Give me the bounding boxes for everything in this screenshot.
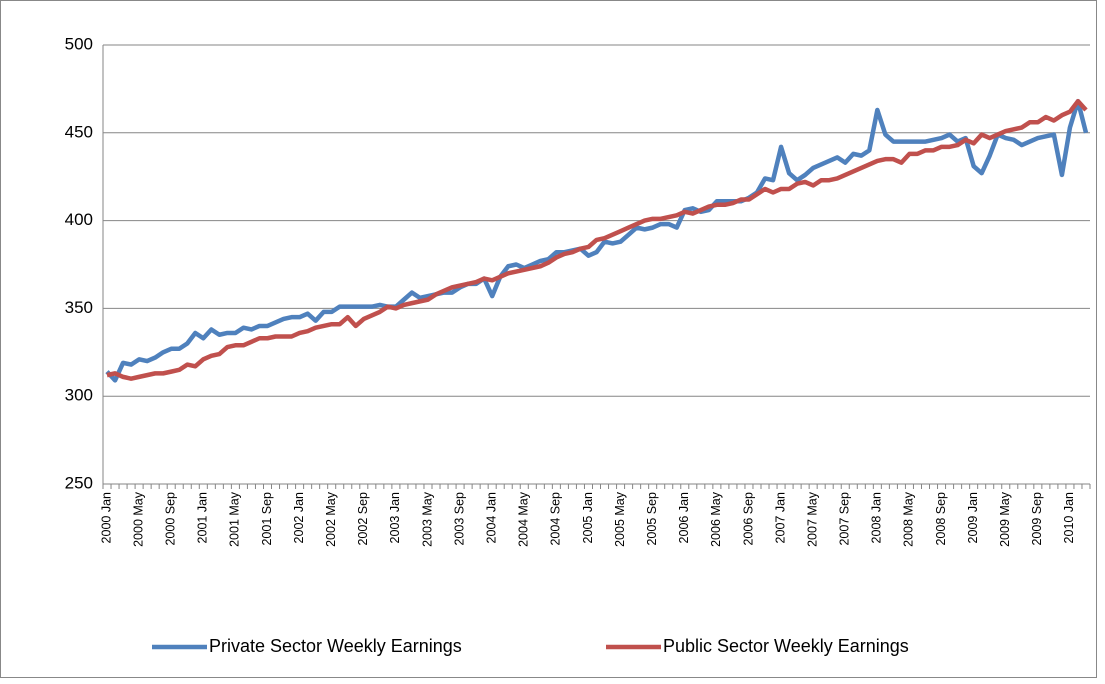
x-tick-label: 2005 May bbox=[613, 491, 627, 547]
x-tick-label: 2000 Sep bbox=[164, 492, 178, 546]
y-tick-label: 250 bbox=[65, 473, 93, 492]
x-tick-label: 2001 May bbox=[228, 491, 242, 547]
x-tick-label: 2007 May bbox=[805, 491, 819, 547]
x-tick-label: 2003 Sep bbox=[452, 492, 466, 546]
x-tick-label: 2002 May bbox=[324, 491, 338, 547]
x-tick-label: 2006 May bbox=[709, 491, 723, 547]
x-tick-label: 2009 Jan bbox=[966, 492, 980, 543]
x-tick-label: 2006 Jan bbox=[677, 492, 691, 543]
y-tick-label: 400 bbox=[65, 210, 93, 229]
x-tick-label: 2000 May bbox=[131, 491, 145, 547]
x-tick-label: 2007 Sep bbox=[838, 492, 852, 546]
x-tick-label: 2000 Jan bbox=[99, 492, 113, 543]
series-line bbox=[105, 98, 1089, 383]
x-tick-label: 2004 Jan bbox=[484, 492, 498, 543]
x-tick-label: 2005 Sep bbox=[645, 492, 659, 546]
x-tick-label: 2003 May bbox=[420, 491, 434, 547]
x-tick-label: 2001 Sep bbox=[260, 492, 274, 546]
x-tick-label: 2002 Sep bbox=[356, 492, 370, 546]
x-tick-label: 2002 Jan bbox=[292, 492, 306, 543]
x-tick-label: 2009 Sep bbox=[1030, 492, 1044, 546]
x-tick-label: 2004 Sep bbox=[549, 492, 563, 546]
legend-label: Private Sector Weekly Earnings bbox=[209, 636, 462, 656]
x-tick-label: 2004 May bbox=[517, 491, 531, 547]
series-line bbox=[106, 98, 1088, 381]
x-tick-label: 2009 May bbox=[998, 491, 1012, 547]
x-tick-label: 2003 Jan bbox=[388, 492, 402, 543]
x-tick-label: 2006 Sep bbox=[741, 492, 755, 546]
x-tick-label: 2008 Jan bbox=[870, 492, 884, 543]
x-tick-label: 2007 Jan bbox=[773, 492, 787, 543]
x-tick-label: 2008 Sep bbox=[934, 492, 948, 546]
x-tick-label: 2005 Jan bbox=[581, 492, 595, 543]
x-tick-label: 2001 Jan bbox=[196, 492, 210, 543]
y-tick-label: 300 bbox=[65, 386, 93, 405]
legend-label: Public Sector Weekly Earnings bbox=[663, 636, 909, 656]
y-tick-label: 450 bbox=[65, 122, 93, 141]
x-tick-label: 2008 May bbox=[902, 491, 916, 547]
y-tick-label: 350 bbox=[65, 298, 93, 317]
x-tick-label: 2010 Jan bbox=[1062, 492, 1076, 543]
y-tick-label: 500 bbox=[65, 34, 93, 53]
